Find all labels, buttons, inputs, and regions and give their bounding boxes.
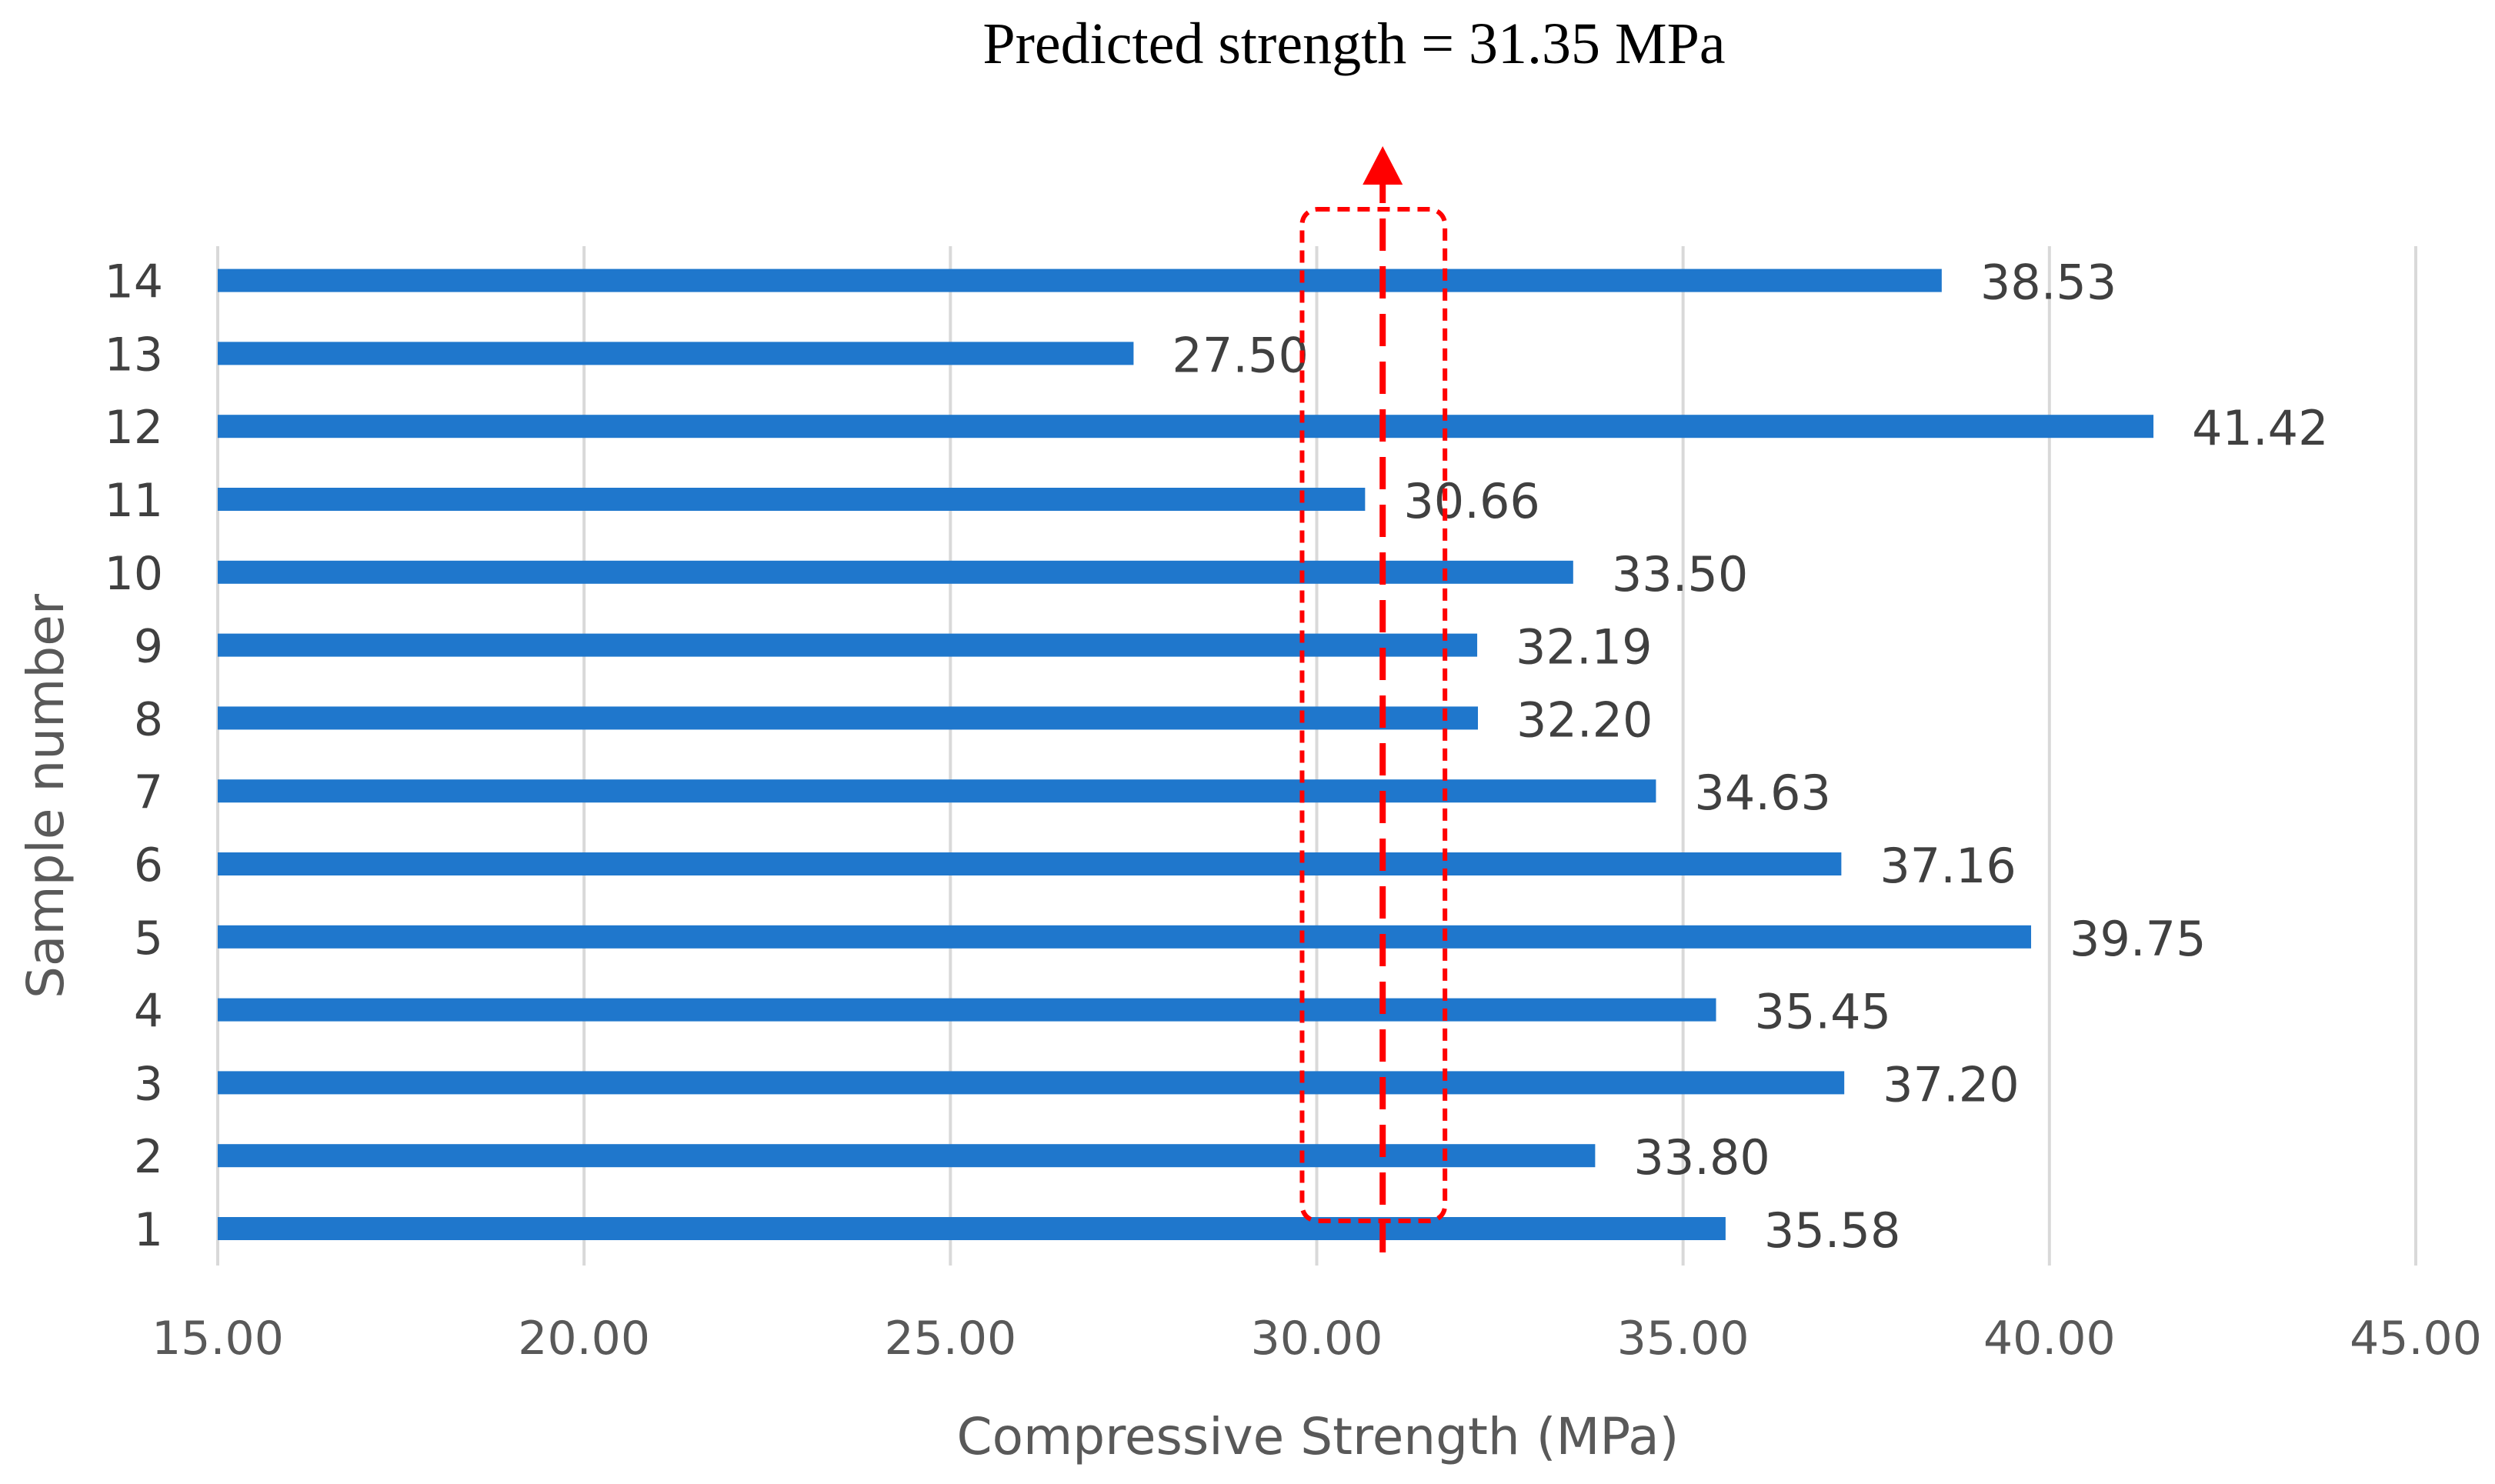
bar <box>218 415 2154 439</box>
y-tick-label: 12 <box>105 401 163 455</box>
x-tick-label: 15.00 <box>152 1312 284 1366</box>
x-tick-label: 30.00 <box>1251 1312 1383 1366</box>
data-label: 39.75 <box>2070 911 2206 967</box>
bar <box>218 633 1478 657</box>
arrow-head-icon <box>1363 146 1403 185</box>
data-label: 30.66 <box>1403 473 1540 529</box>
x-tick-label: 20.00 <box>518 1312 650 1366</box>
bar <box>218 925 2032 949</box>
chart-title: Predicted strength = 31.35 MPa <box>982 12 1725 76</box>
bar <box>218 342 1134 365</box>
data-label: 35.58 <box>1764 1202 1901 1259</box>
highlight-box <box>1299 207 1448 1223</box>
bar <box>218 706 1479 730</box>
y-tick-label: 4 <box>134 985 163 1039</box>
bars <box>218 268 2154 1240</box>
y-tick-label: 11 <box>105 474 163 528</box>
data-label: 33.50 <box>1612 546 1749 602</box>
bar <box>218 852 1842 875</box>
data-label: 27.50 <box>1172 327 1309 383</box>
data-label: 37.20 <box>1883 1056 2020 1112</box>
bar <box>218 268 1942 292</box>
y-tick-label: 2 <box>134 1130 163 1184</box>
bar <box>218 998 1716 1022</box>
y-tick-label: 7 <box>134 765 163 819</box>
data-label: 35.45 <box>1755 984 1892 1040</box>
y-tick-label: 9 <box>134 620 163 674</box>
y-tick-label: 3 <box>134 1057 163 1111</box>
data-label: 33.80 <box>1633 1129 1770 1186</box>
bar <box>218 488 1366 511</box>
x-tick-label: 45.00 <box>2350 1312 2482 1366</box>
data-label: 32.20 <box>1516 692 1653 748</box>
gridlines <box>216 246 2417 1266</box>
y-axis-title: Sample number <box>16 593 75 999</box>
data-label: 41.42 <box>2192 400 2329 456</box>
bar <box>218 560 1573 584</box>
y-tick-label: 14 <box>105 255 163 309</box>
y-tick-label: 13 <box>105 328 163 382</box>
y-tick-label: 1 <box>134 1203 163 1257</box>
data-label: 38.53 <box>1980 255 2117 311</box>
annotation <box>1299 146 1448 1252</box>
x-tick-label: 25.00 <box>884 1312 1016 1366</box>
data-label: 37.16 <box>1880 838 2016 894</box>
data-label: 34.63 <box>1694 765 1831 821</box>
bar <box>218 779 1656 803</box>
x-tick-labels: 15.00 20.00 25.00 30.00 35.00 40.00 45.00 <box>152 1312 2482 1366</box>
data-label: 32.19 <box>1516 619 1653 675</box>
bar <box>218 1071 1845 1095</box>
y-tick-label: 5 <box>134 912 163 965</box>
x-tick-label: 40.00 <box>1983 1312 2116 1366</box>
y-tick-label: 10 <box>105 547 163 601</box>
bar <box>218 1217 1726 1240</box>
x-axis-title: Compressive Strength (MPa) <box>957 1407 1679 1466</box>
y-tick-label: 8 <box>134 692 163 746</box>
bar <box>218 1144 1596 1168</box>
x-tick-label: 35.00 <box>1617 1312 1750 1366</box>
data-labels: 35.58 33.80 37.20 35.45 39.75 37.16 34.63 32.20… <box>1172 255 2328 1259</box>
y-tick-label: 6 <box>134 839 163 892</box>
